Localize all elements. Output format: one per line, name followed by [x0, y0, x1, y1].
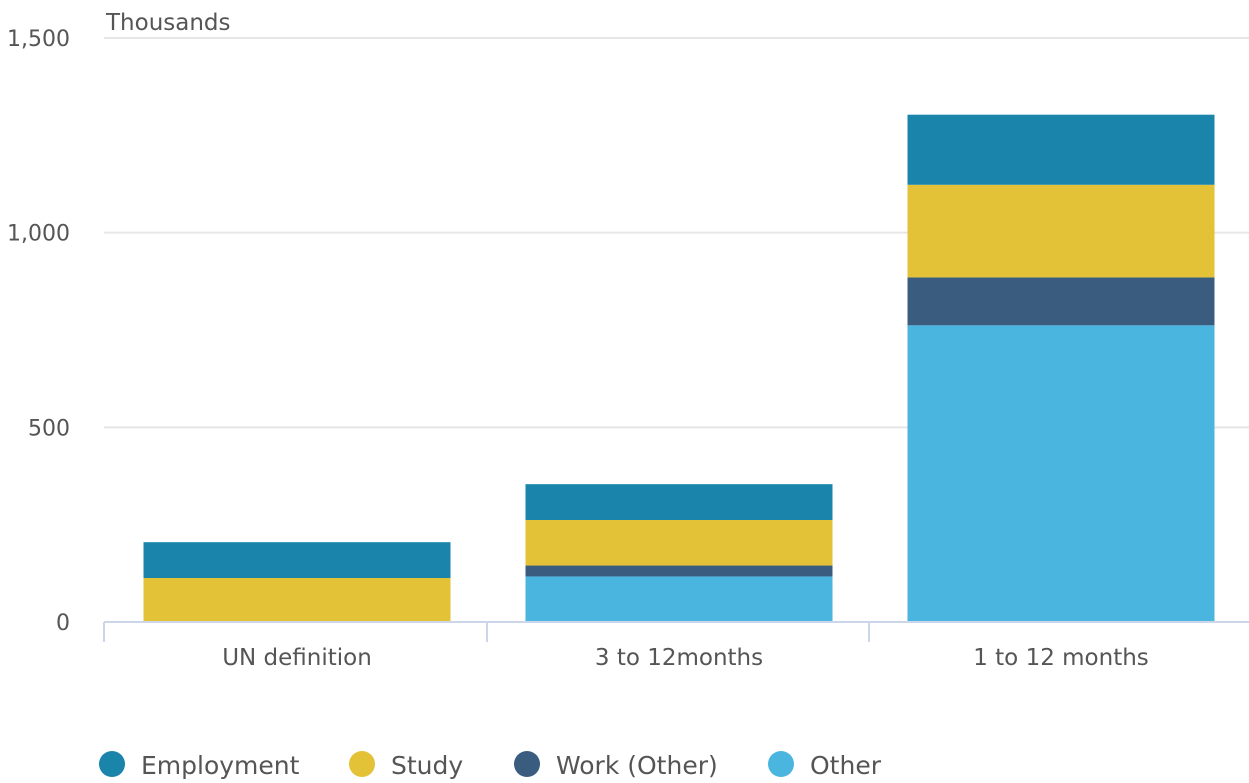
legend-marker	[349, 751, 375, 777]
bar-segment-work-other	[907, 277, 1215, 326]
legend: Employment Study Work (Other) Other	[99, 751, 882, 780]
bar-segment-employment	[143, 542, 451, 579]
bar-segment-other	[907, 325, 1215, 622]
x-category-label: 1 to 12 months	[973, 645, 1149, 671]
bars	[143, 114, 1215, 622]
legend-marker	[99, 751, 125, 777]
bar-segment-study	[143, 578, 451, 622]
bar-segment-other	[525, 576, 833, 622]
y-unit-label: Thousands	[105, 10, 231, 36]
bar-segment-work-other	[525, 565, 833, 577]
bar-segment-employment	[907, 114, 1215, 185]
y-tick-label: 1,000	[7, 222, 70, 247]
bar-segment-study	[907, 184, 1215, 278]
legend-item: Employment	[99, 751, 300, 780]
legend-label: Study	[391, 751, 463, 780]
legend-marker	[514, 751, 540, 777]
legend-item: Study	[349, 751, 463, 780]
legend-item: Other	[768, 751, 882, 780]
x-category-label: UN definition	[222, 645, 372, 671]
bar-segment-employment	[525, 484, 833, 520]
legend-label: Work (Other)	[556, 751, 718, 780]
legend-item: Work (Other)	[514, 751, 718, 780]
y-tick-label: 500	[28, 416, 70, 441]
x-axis-categories: UN definition 3 to 12months 1 to 12 months	[222, 645, 1149, 671]
y-tick-label: 1,500	[7, 27, 70, 52]
x-category-label: 3 to 12months	[595, 645, 763, 671]
legend-label: Employment	[141, 751, 300, 780]
bar-segment-study	[525, 519, 833, 566]
legend-label: Other	[810, 751, 882, 780]
x-axis	[103, 621, 1249, 642]
y-tick-label: 0	[56, 611, 70, 636]
legend-marker	[768, 751, 794, 777]
y-axis-ticks: 0 500 1,000 1,500	[7, 27, 70, 636]
